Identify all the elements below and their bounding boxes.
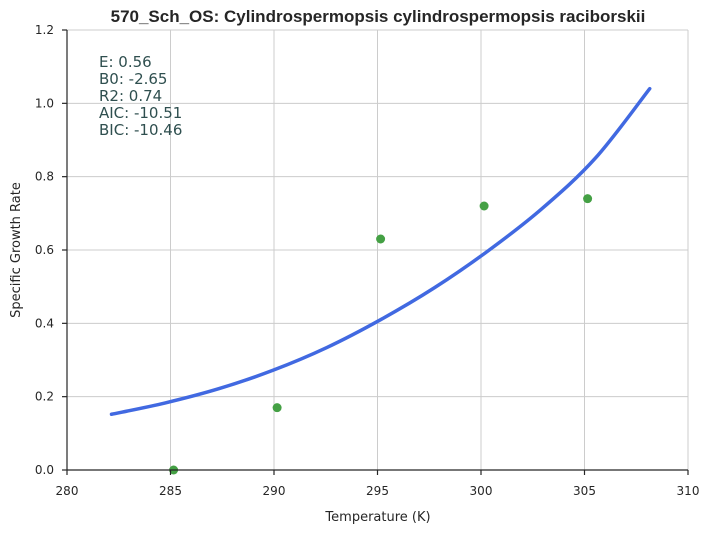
x-tick-label: 310 [677,484,700,498]
data-point [376,234,386,244]
x-axis-label: Temperature (K) [324,510,430,525]
x-tick-label: 300 [470,484,493,498]
y-axis-label: Specific Growth Rate [9,182,24,318]
x-tick-label: 280 [56,484,79,498]
x-tick-labels: 280 285 290 295 300 305 310 [56,470,700,498]
y-tick-label: 0.0 [35,463,54,477]
annotation-r2: R2: 0.74 [99,87,162,105]
y-tick-label: 0.2 [35,390,54,404]
data-points-layer [169,194,593,475]
x-tick-label: 285 [159,484,182,498]
annotation-e: E: 0.56 [99,53,152,71]
fitted-curve [109,86,652,417]
fitted-curve-layer [109,86,652,417]
grid [66,29,689,471]
y-tick-label: 1.0 [35,96,54,110]
data-point [272,403,282,413]
annotation-aic: AIC: -10.51 [99,104,182,122]
y-tick-label: 0.6 [35,243,54,257]
y-tick-label: 1.2 [35,23,54,37]
fit-statistics: E: 0.56 B0: -2.65 R2: 0.74 AIC: -10.51 B… [99,53,182,139]
x-tick-label: 295 [366,484,389,498]
annotation-b0: B0: -2.65 [99,70,167,88]
y-tick-label: 0.8 [35,170,54,184]
chart-title: 570_Sch_OS: Cylindrospermopsis cylindros… [111,7,646,26]
annotation-bic: BIC: -10.46 [99,121,182,139]
y-tick-label: 0.4 [35,316,54,330]
data-point [583,194,593,204]
x-tick-label: 305 [573,484,596,498]
x-tick-label: 290 [263,484,286,498]
y-tick-labels: 0.0 0.2 0.4 0.6 0.8 1.0 1.2 [35,23,67,477]
data-point [479,201,489,211]
